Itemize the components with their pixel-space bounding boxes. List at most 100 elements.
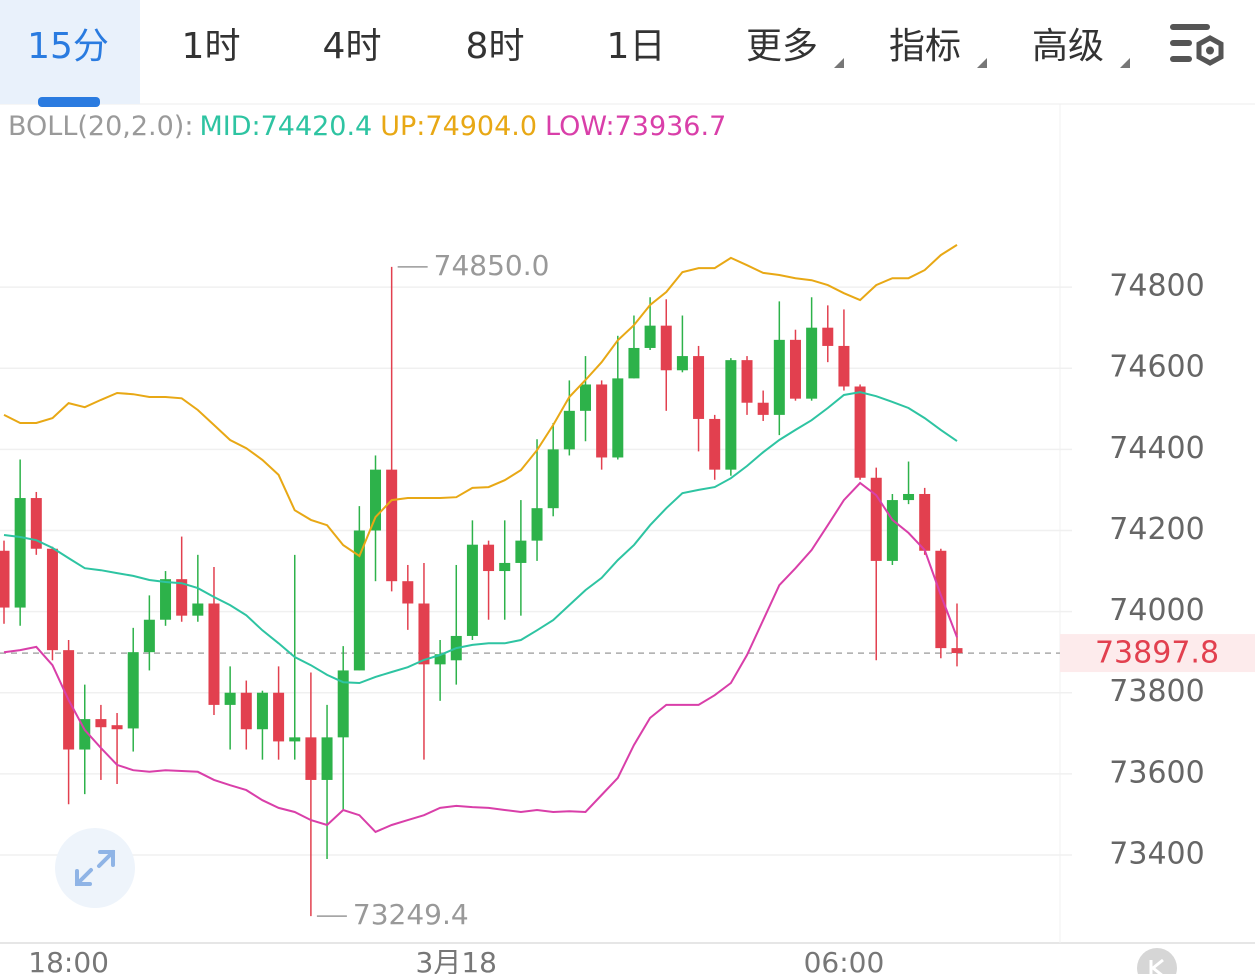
tab[interactable]: 8时 xyxy=(466,26,525,67)
tab[interactable]: 更多 xyxy=(746,26,818,67)
boll-line xyxy=(3,481,958,834)
candle-body xyxy=(418,603,430,665)
active-tab-bg xyxy=(0,0,140,104)
candle-body xyxy=(499,562,511,572)
candle-body xyxy=(854,386,866,478)
candle-body xyxy=(563,410,575,450)
toolbar-bg xyxy=(0,0,1255,104)
last-price-label: 73897.8 xyxy=(1095,636,1219,671)
candle-body xyxy=(806,327,818,399)
candle-body xyxy=(660,325,672,371)
candle-body xyxy=(644,325,656,348)
k-button[interactable] xyxy=(1137,948,1177,974)
candle-body xyxy=(273,692,285,742)
candle-body xyxy=(79,719,91,750)
candle-body xyxy=(515,540,527,563)
candle-body xyxy=(838,345,850,387)
y-tick-label: 74000 xyxy=(1109,593,1204,628)
y-tick-label: 74800 xyxy=(1109,269,1204,304)
y-tick-label: 74400 xyxy=(1109,431,1204,466)
candle-body xyxy=(547,449,559,509)
last-price-tag xyxy=(1060,634,1255,673)
expand-button[interactable] xyxy=(55,828,135,908)
candle-body xyxy=(321,737,333,780)
y-tick-label: 74600 xyxy=(1109,350,1204,385)
candle-body xyxy=(256,692,268,730)
y-tick-label: 73400 xyxy=(1109,836,1204,871)
candle-body xyxy=(612,378,624,458)
candle-body xyxy=(951,648,963,654)
tab[interactable]: 4时 xyxy=(323,26,382,67)
indicator-label: BOLL(20,2.0): xyxy=(8,111,193,142)
dropdown-caret xyxy=(977,58,987,68)
candle-body xyxy=(402,581,414,604)
candle-body xyxy=(176,579,188,616)
candle-body xyxy=(160,579,172,620)
candle-body xyxy=(0,550,10,608)
candle-body xyxy=(886,500,898,561)
candle-body xyxy=(289,737,301,742)
y-tick-label: 73600 xyxy=(1109,755,1204,790)
icon-hex xyxy=(1196,35,1224,66)
candle-body xyxy=(935,550,947,649)
icon-bar xyxy=(1170,40,1192,46)
active-tab-indicator xyxy=(38,97,100,107)
candle-body xyxy=(386,469,398,582)
boll-line xyxy=(3,244,958,558)
k-button-bg xyxy=(1137,948,1177,974)
candle-body xyxy=(240,692,252,730)
x-tick-label: 18:00 xyxy=(28,946,109,974)
candle-body xyxy=(822,327,834,346)
candle-body xyxy=(95,719,107,728)
dropdown-caret xyxy=(1120,58,1130,68)
candle-body xyxy=(353,530,365,671)
x-tick-label: 3月18 xyxy=(416,946,497,974)
candle-body xyxy=(143,619,155,653)
candle-body xyxy=(305,737,317,780)
tab[interactable]: 1日 xyxy=(607,26,666,67)
dropdown-caret xyxy=(834,58,844,68)
candle-body xyxy=(434,654,446,665)
y-tick-label: 73800 xyxy=(1109,674,1204,709)
candle-body xyxy=(903,493,915,501)
candle-body xyxy=(14,498,26,608)
candle-body xyxy=(628,347,640,379)
candle-body xyxy=(676,356,688,371)
candle-body xyxy=(709,418,721,470)
tab[interactable]: 1时 xyxy=(182,26,241,67)
icon-bar xyxy=(1170,24,1210,30)
tab[interactable]: 15分 xyxy=(27,26,109,67)
candle-body xyxy=(870,477,882,561)
y-tick-label: 74200 xyxy=(1109,512,1204,547)
icon-bar xyxy=(1170,56,1192,62)
candle-body xyxy=(224,692,236,705)
candle-body xyxy=(466,544,478,636)
candle-body xyxy=(111,725,123,730)
annotation-label: 73249.4 xyxy=(353,898,469,931)
tab[interactable]: 指标 xyxy=(889,26,961,67)
expand-bg xyxy=(55,828,135,908)
candle-body xyxy=(370,469,382,531)
tab[interactable]: 高级 xyxy=(1032,26,1104,67)
candle-body xyxy=(919,493,931,551)
candle-body xyxy=(531,508,543,541)
annotation-label: 74850.0 xyxy=(434,249,550,282)
candle-body xyxy=(757,402,769,415)
candle-body xyxy=(208,603,220,705)
k-button-icon xyxy=(1149,958,1164,974)
candle-body xyxy=(127,652,139,729)
candle-body xyxy=(192,603,204,616)
toolbar: 15分 1时 4时 8时 1日 更多 指标 高级 xyxy=(0,0,1255,107)
legend-entry: LOW:73936.7 xyxy=(545,111,726,142)
boll-line xyxy=(3,391,958,685)
candle-body xyxy=(773,339,785,415)
candle-body xyxy=(483,544,495,572)
plot: 73400 73600 73800 74000 74200 74400 74600 74800… xyxy=(0,111,1255,974)
legend-entry: MID:74420.4 xyxy=(199,111,372,142)
candle-body xyxy=(30,498,42,549)
expand-icon xyxy=(75,850,115,886)
legend-entry: UP:74904.0 xyxy=(380,111,537,142)
settings-icon[interactable] xyxy=(1170,24,1224,66)
